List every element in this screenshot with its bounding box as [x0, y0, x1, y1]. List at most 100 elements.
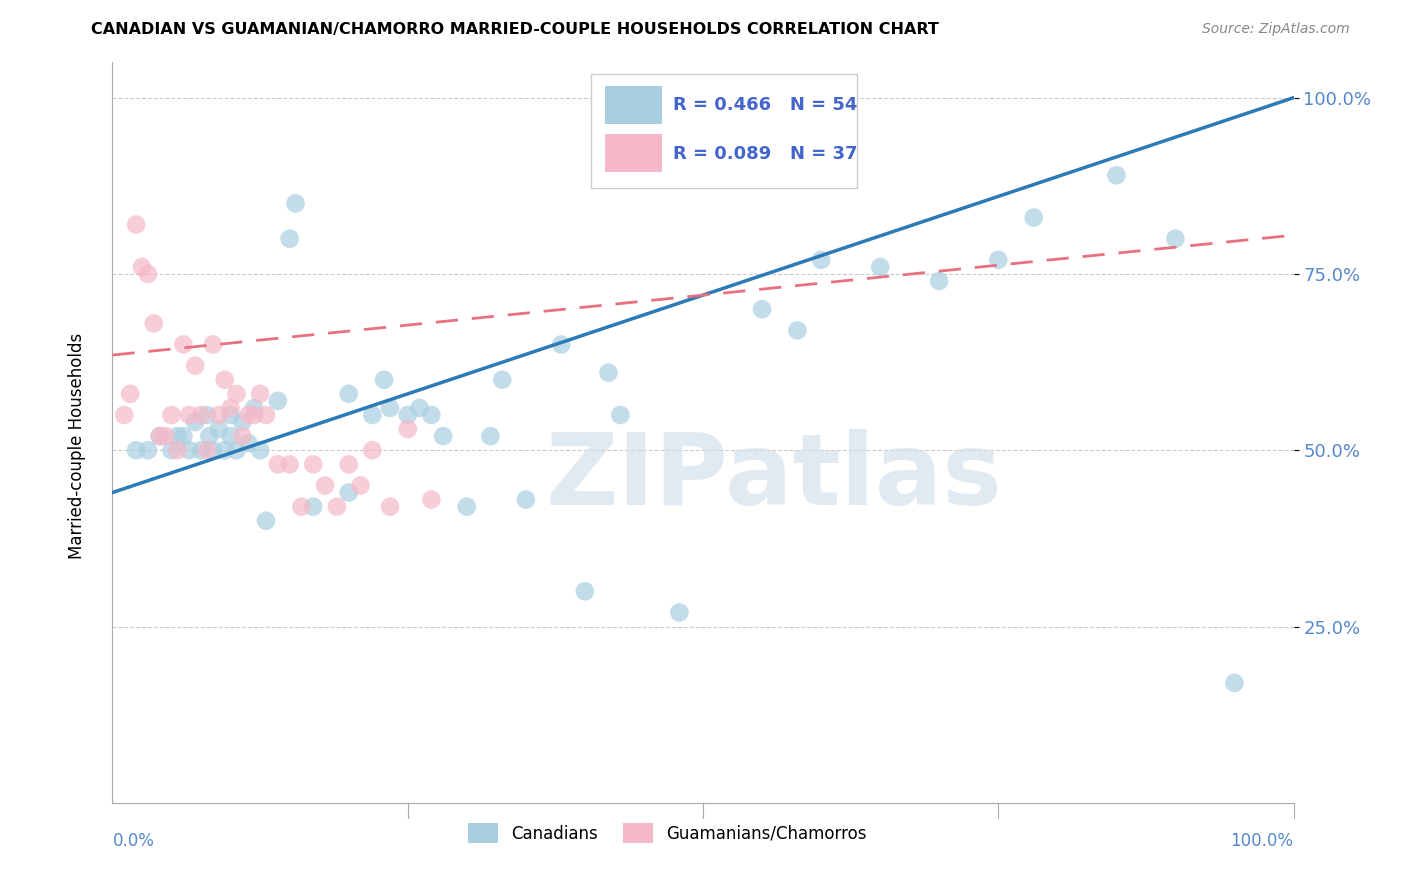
Point: [290, 500, 312, 514]
Point: [125, 443, 148, 458]
Point: [326, 500, 349, 514]
Point: [337, 458, 360, 472]
Point: [373, 373, 395, 387]
Point: [214, 443, 236, 458]
Point: [396, 422, 419, 436]
Point: [149, 429, 172, 443]
Point: [786, 323, 808, 337]
Point: [1105, 168, 1128, 182]
Point: [166, 443, 188, 458]
Point: [179, 443, 201, 458]
Point: [243, 408, 266, 422]
Point: [208, 422, 231, 436]
Point: [361, 408, 384, 422]
Point: [254, 408, 277, 422]
Point: [515, 492, 537, 507]
FancyBboxPatch shape: [605, 87, 662, 124]
Point: [420, 492, 443, 507]
Point: [284, 196, 307, 211]
Point: [254, 514, 277, 528]
Point: [456, 500, 478, 514]
Point: [160, 408, 183, 422]
Point: [337, 387, 360, 401]
Legend: Canadians, Guamanians/Chamorros: Canadians, Guamanians/Chamorros: [461, 816, 873, 850]
Point: [131, 260, 153, 274]
Point: [243, 401, 266, 415]
Point: [136, 267, 159, 281]
Point: [491, 373, 513, 387]
Point: [195, 443, 218, 458]
Point: [149, 429, 172, 443]
Point: [155, 429, 177, 443]
Point: [190, 443, 212, 458]
Text: ZIPatlas: ZIPatlas: [546, 428, 1002, 525]
Text: R = 0.089   N = 37: R = 0.089 N = 37: [673, 145, 858, 162]
Text: 100.0%: 100.0%: [1230, 832, 1294, 850]
Point: [869, 260, 891, 274]
Point: [751, 302, 773, 317]
Point: [249, 443, 271, 458]
Point: [219, 401, 242, 415]
Point: [160, 443, 183, 458]
Point: [408, 401, 430, 415]
Point: [810, 252, 832, 267]
Point: [378, 500, 401, 514]
Text: Source: ZipAtlas.com: Source: ZipAtlas.com: [1202, 22, 1350, 37]
Point: [302, 500, 325, 514]
Point: [267, 458, 290, 472]
Point: [136, 443, 159, 458]
Point: [361, 443, 384, 458]
Text: CANADIAN VS GUAMANIAN/CHAMORRO MARRIED-COUPLE HOUSEHOLDS CORRELATION CHART: CANADIAN VS GUAMANIAN/CHAMORRO MARRIED-C…: [91, 22, 939, 37]
Point: [378, 401, 401, 415]
Text: R = 0.466   N = 54: R = 0.466 N = 54: [673, 96, 858, 114]
Point: [479, 429, 502, 443]
Point: [668, 606, 690, 620]
Point: [314, 478, 336, 492]
Point: [219, 429, 242, 443]
Point: [609, 408, 631, 422]
Point: [195, 408, 218, 422]
Point: [184, 359, 207, 373]
Point: [598, 366, 620, 380]
Point: [278, 232, 301, 246]
Point: [1022, 211, 1045, 225]
Point: [420, 408, 443, 422]
Point: [249, 387, 271, 401]
FancyBboxPatch shape: [591, 73, 856, 188]
Point: [987, 252, 1010, 267]
Point: [432, 429, 454, 443]
Point: [1223, 676, 1246, 690]
Point: [125, 218, 148, 232]
Point: [120, 387, 142, 401]
Point: [302, 458, 325, 472]
Point: [198, 429, 221, 443]
Point: [172, 429, 194, 443]
Point: [142, 316, 165, 330]
Point: [112, 408, 135, 422]
Point: [574, 584, 596, 599]
Point: [184, 415, 207, 429]
Point: [337, 485, 360, 500]
Point: [214, 373, 236, 387]
Point: [219, 408, 242, 422]
Point: [278, 458, 301, 472]
Text: 0.0%: 0.0%: [112, 832, 155, 850]
Point: [201, 443, 224, 458]
Point: [225, 387, 247, 401]
Point: [231, 415, 253, 429]
Point: [225, 443, 247, 458]
Point: [396, 408, 419, 422]
FancyBboxPatch shape: [605, 135, 662, 172]
Point: [1164, 232, 1187, 246]
Point: [179, 408, 201, 422]
Point: [238, 408, 260, 422]
Point: [928, 274, 950, 288]
Point: [190, 408, 212, 422]
Text: Married-couple Households: Married-couple Households: [69, 333, 86, 559]
Point: [550, 337, 572, 351]
Point: [208, 408, 231, 422]
Point: [201, 337, 224, 351]
Point: [231, 429, 253, 443]
Point: [166, 429, 188, 443]
Point: [267, 393, 290, 408]
